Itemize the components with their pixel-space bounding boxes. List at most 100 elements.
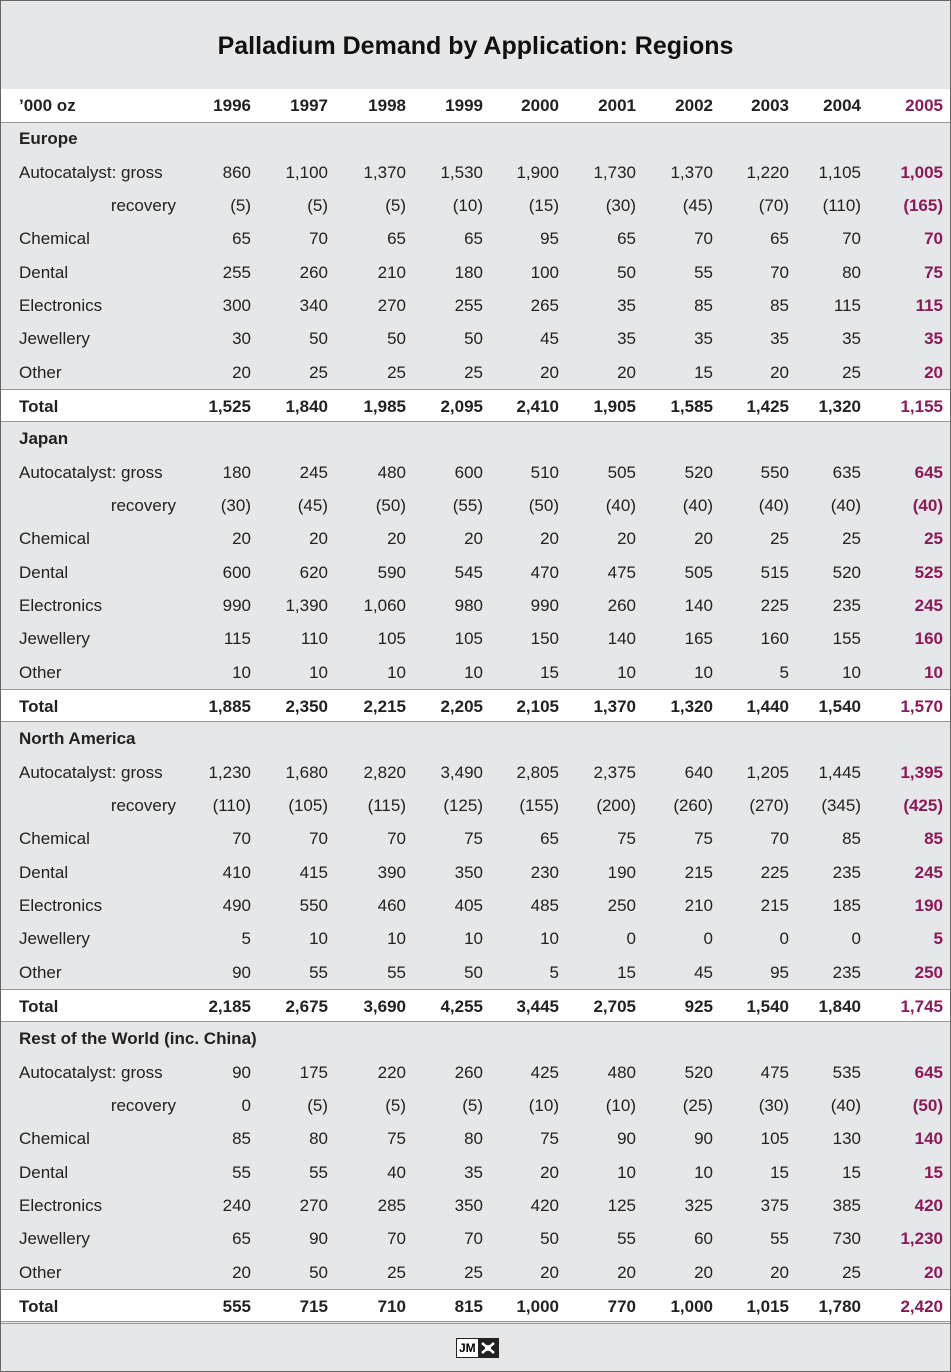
row-label: Electronics: [19, 895, 103, 915]
value-cell: 425: [530, 1062, 559, 1082]
data-row: Dental 600 620 590 545 470 475 505 515 520 525: [1, 556, 950, 589]
value-cell: 390: [377, 862, 406, 882]
value-cell: 505: [607, 462, 636, 482]
value-cell: 1,320: [670, 696, 713, 716]
row-label: Jewellery: [19, 629, 90, 649]
value-cell: 225: [760, 862, 789, 882]
value-cell: 260: [607, 595, 636, 615]
value-cell: 1,985: [363, 396, 406, 416]
value-cell: (155): [519, 795, 559, 815]
value-cell: 1,680: [285, 762, 328, 782]
value-cell: 130: [832, 1129, 861, 1149]
value-cell: 340: [299, 295, 328, 315]
value-cell: 770: [607, 1296, 636, 1316]
data-row: Chemical 65 70 65 65 95 65 70 65 70 70: [1, 222, 950, 255]
value-cell: 0: [241, 1095, 251, 1115]
value-cell: (40): [830, 1095, 861, 1115]
total-row: Total 2,185 2,675 3,690 4,255 3,445 2,705 925 1,…: [1, 988, 950, 1022]
value-cell: 1,585: [670, 396, 713, 416]
value-cell: 1,155: [900, 396, 943, 416]
value-cell: 65: [232, 229, 251, 249]
value-cell: 70: [770, 262, 789, 282]
value-cell: 70: [387, 829, 406, 849]
value-cell: 420: [914, 1195, 943, 1215]
value-cell: 415: [299, 862, 328, 882]
row-label: Jewellery: [19, 929, 90, 949]
value-cell: 3,490: [440, 762, 483, 782]
value-cell: (5): [307, 1095, 328, 1115]
value-cell: 180: [222, 462, 251, 482]
value-cell: (5): [385, 1095, 406, 1115]
value-cell: 535: [832, 1062, 861, 1082]
data-row: Other 20 50 25 25 20 20 20 20 25 20: [1, 1256, 950, 1289]
value-cell: 505: [684, 562, 713, 582]
value-cell: 620: [299, 562, 328, 582]
value-cell: 925: [684, 996, 713, 1016]
row-label: Chemical: [19, 829, 90, 849]
value-cell: 860: [222, 162, 251, 182]
value-cell: 10: [617, 662, 636, 682]
value-cell: 350: [454, 1195, 483, 1215]
data-row: Jewellery 30 50 50 50 45 35 35 35 35 35: [1, 322, 950, 355]
logo: JM: [456, 1338, 499, 1358]
row-label: Dental: [19, 1162, 69, 1182]
value-cell: 160: [914, 629, 943, 649]
value-cell: 1,230: [900, 1229, 943, 1249]
value-cell: 10: [309, 929, 328, 949]
row-label: recovery: [110, 195, 176, 215]
row-label: Electronics: [19, 1195, 103, 1215]
value-cell: 40: [387, 1162, 406, 1182]
value-cell: 25: [842, 362, 861, 382]
value-cell: 35: [617, 295, 636, 315]
value-cell: 350: [454, 862, 483, 882]
value-cell: 25: [842, 529, 861, 549]
value-cell: 70: [387, 1229, 406, 1249]
value-cell: 550: [760, 462, 789, 482]
value-cell: 385: [832, 1195, 861, 1215]
value-cell: (50): [375, 495, 406, 515]
data-row: Electronics 990 1,390 1,060 980 990 260 140 225 2…: [1, 589, 950, 622]
value-cell: 50: [617, 262, 636, 282]
value-cell: 210: [377, 262, 406, 282]
value-cell: 730: [832, 1229, 861, 1249]
value-cell: 15: [540, 662, 559, 682]
value-cell: 20: [617, 529, 636, 549]
data-row: Dental 410 415 390 350 230 190 215 225 235 245: [1, 856, 950, 889]
row-label: Chemical: [19, 1129, 90, 1149]
value-cell: 210: [684, 895, 713, 915]
data-row: Autocatalyst: gross 90 175 220 260 425 480 520 4…: [1, 1056, 950, 1089]
value-cell: 590: [377, 562, 406, 582]
row-label: Autocatalyst: gross: [19, 162, 163, 182]
value-cell: 980: [454, 595, 483, 615]
value-cell: 85: [842, 829, 861, 849]
value-cell: 475: [607, 562, 636, 582]
value-cell: 30: [232, 329, 251, 349]
value-cell: 710: [377, 1296, 406, 1316]
value-cell: 60: [694, 1229, 713, 1249]
row-label: Autocatalyst: gross: [19, 1062, 163, 1082]
value-cell: 150: [530, 629, 559, 649]
value-cell: 550: [299, 895, 328, 915]
value-cell: 250: [607, 895, 636, 915]
value-cell: (425): [903, 795, 943, 815]
value-cell: 1,105: [818, 162, 861, 182]
value-cell: 65: [387, 229, 406, 249]
value-cell: 20: [617, 1262, 636, 1282]
value-cell: (45): [297, 495, 328, 515]
data-row: Chemical 85 80 75 80 75 90 90 105 130 140: [1, 1122, 950, 1155]
value-cell: 10: [232, 662, 251, 682]
value-cell: 1,900: [516, 162, 559, 182]
value-cell: 95: [770, 962, 789, 982]
value-cell: 25: [309, 362, 328, 382]
value-cell: 20: [924, 362, 943, 382]
value-cell: 35: [464, 1162, 483, 1182]
value-cell: 20: [309, 529, 328, 549]
value-cell: 1998: [368, 96, 406, 115]
value-cell: 300: [222, 295, 251, 315]
value-cell: 2,205: [440, 696, 483, 716]
value-cell: 75: [694, 829, 713, 849]
value-cell: 110: [300, 629, 328, 649]
value-cell: (165): [903, 195, 943, 215]
total-label: Total: [19, 696, 59, 716]
value-cell: 85: [924, 829, 943, 849]
